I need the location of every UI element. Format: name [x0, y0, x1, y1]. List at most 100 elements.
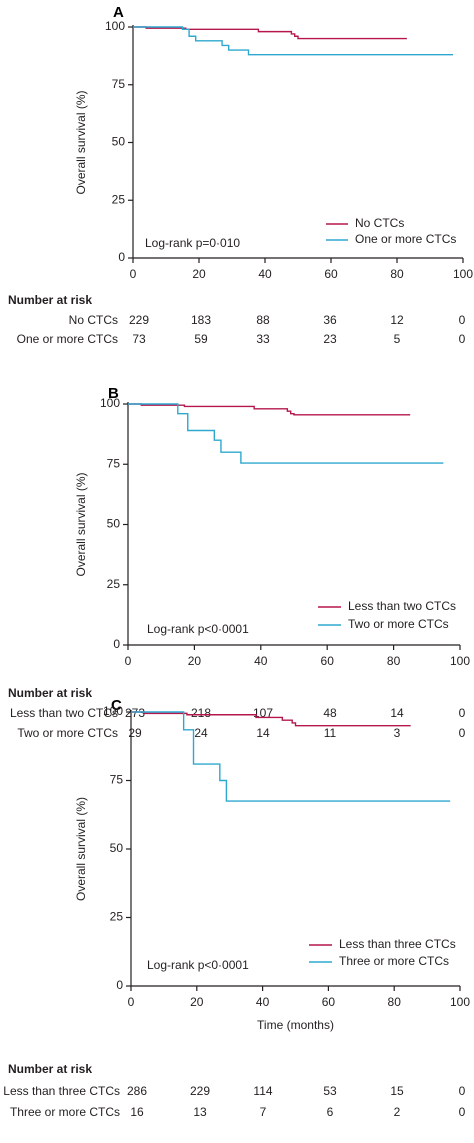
survival-curve-low — [128, 403, 411, 416]
panel-letter: A — [113, 4, 124, 21]
y-tick-label: 75 — [107, 456, 121, 470]
risk-table-title: Number at risk — [8, 686, 92, 700]
risk-value: 13 — [193, 1105, 207, 1119]
y-tick-label: 100 — [105, 19, 125, 33]
risk-value: 107 — [253, 706, 273, 720]
risk-value: 0 — [459, 1105, 466, 1119]
y-axis-label: Overall survival (%) — [74, 472, 88, 576]
legend-entry: Less than three CTCs — [339, 937, 456, 951]
panel-letter: C — [111, 697, 122, 714]
x-tick-label: 80 — [388, 995, 402, 1009]
x-tick-label: 20 — [190, 995, 204, 1009]
x-tick-label: 80 — [387, 654, 401, 668]
risk-row-label: Two or more CTCs — [17, 726, 118, 740]
risk-value: 0 — [459, 1084, 466, 1098]
risk-value: 229 — [190, 1084, 210, 1098]
y-tick-label: 0 — [116, 978, 123, 992]
x-tick-label: 100 — [450, 995, 470, 1009]
y-tick-label: 50 — [112, 135, 126, 149]
survival-curve-high — [131, 711, 451, 802]
panel-b: B 0 25 50 75 100 0 20 40 60 80 100 Overall survival … — [0, 380, 474, 740]
y-tick-label: 0 — [118, 250, 125, 264]
x-tick-label: 60 — [322, 995, 336, 1009]
log-rank-annotation: Log-rank p<0·0001 — [147, 622, 249, 636]
y-tick-label: 50 — [107, 517, 121, 531]
x-tick-label: 0 — [125, 654, 132, 668]
y-tick-label: 25 — [107, 577, 121, 591]
risk-value: 0 — [459, 313, 466, 327]
x-axis-label: Time (months) — [257, 1018, 334, 1032]
risk-value: 273 — [125, 706, 145, 720]
risk-table-title: Number at risk — [8, 1062, 92, 1076]
risk-value: 14 — [256, 726, 270, 740]
risk-value: 14 — [390, 706, 404, 720]
risk-value: 73 — [132, 332, 146, 346]
risk-value: 7 — [260, 1105, 267, 1119]
risk-value: 36 — [323, 313, 337, 327]
risk-value: 0 — [459, 726, 466, 740]
legend-entry: No CTCs — [355, 216, 404, 230]
risk-value: 5 — [394, 332, 401, 346]
y-tick-label: 25 — [112, 192, 126, 206]
legend-entry: Three or more CTCs — [339, 954, 449, 968]
y-tick-label: 75 — [112, 77, 126, 91]
risk-value: 3 — [394, 726, 401, 740]
risk-value: 24 — [194, 726, 208, 740]
y-axis-label: Overall survival (%) — [74, 797, 88, 901]
risk-value: 2 — [394, 1105, 401, 1119]
risk-value: 23 — [323, 332, 337, 346]
x-tick-label: 60 — [321, 654, 335, 668]
x-tick-label: 20 — [188, 654, 202, 668]
risk-value: 29 — [128, 726, 142, 740]
risk-value: 16 — [130, 1105, 144, 1119]
panel-letter: B — [108, 385, 119, 402]
risk-row-label: Less than three CTCs — [3, 1084, 120, 1098]
risk-value: 286 — [127, 1084, 147, 1098]
risk-value: 88 — [256, 313, 270, 327]
x-tick-label: 0 — [128, 995, 135, 1009]
log-rank-annotation: Log-rank p<0·0001 — [147, 958, 249, 972]
risk-value: 12 — [390, 313, 404, 327]
risk-value: 59 — [194, 332, 208, 346]
legend-entry: Less than two CTCs — [348, 599, 456, 613]
y-tick-label: 0 — [113, 637, 120, 651]
risk-value: 6 — [327, 1105, 334, 1119]
risk-value: 114 — [253, 1084, 272, 1098]
risk-row-label: One or more CTCs — [17, 332, 118, 346]
x-tick-label: 40 — [256, 995, 270, 1009]
y-axis-label: Overall survival (%) — [74, 90, 88, 194]
survival-curve-low — [133, 26, 407, 40]
risk-value: 15 — [390, 1084, 404, 1098]
risk-value: 218 — [191, 706, 211, 720]
survival-curve-high — [133, 26, 454, 56]
y-tick-label: 25 — [110, 910, 124, 924]
legend-entry: One or more CTCs — [355, 232, 456, 246]
risk-value: 183 — [191, 313, 211, 327]
survival-curve-high — [128, 403, 444, 464]
x-tick-label: 0 — [130, 267, 137, 281]
x-tick-label: 100 — [453, 267, 473, 281]
risk-row-label: Three or more CTCs — [10, 1105, 120, 1119]
y-tick-label: 100 — [100, 396, 120, 410]
y-tick-label: 100 — [103, 704, 123, 718]
risk-value: 33 — [256, 332, 270, 346]
survival-curve-low — [131, 711, 411, 727]
risk-value: 48 — [323, 706, 337, 720]
chart-b: B 0 25 50 75 100 0 20 40 60 80 100 Overall survival … — [8, 385, 470, 740]
y-tick-label: 50 — [110, 841, 124, 855]
risk-value: 0 — [459, 706, 466, 720]
x-tick-label: 100 — [450, 654, 470, 668]
x-tick-label: 20 — [192, 267, 206, 281]
risk-row-label: No CTCs — [69, 313, 118, 327]
x-tick-label: 40 — [254, 654, 268, 668]
risk-row-label: Less than two CTCs — [10, 706, 118, 720]
legend-entry: Two or more CTCs — [348, 617, 449, 631]
log-rank-annotation: Log-rank p=0·010 — [145, 236, 240, 250]
x-tick-label: 40 — [258, 267, 272, 281]
y-tick-label: 75 — [110, 773, 124, 787]
panel-a: A 0 25 50 75 100 0 20 40 60 80 100 Overall survival … — [0, 0, 474, 380]
x-tick-label: 80 — [390, 267, 404, 281]
risk-value: 53 — [323, 1084, 337, 1098]
